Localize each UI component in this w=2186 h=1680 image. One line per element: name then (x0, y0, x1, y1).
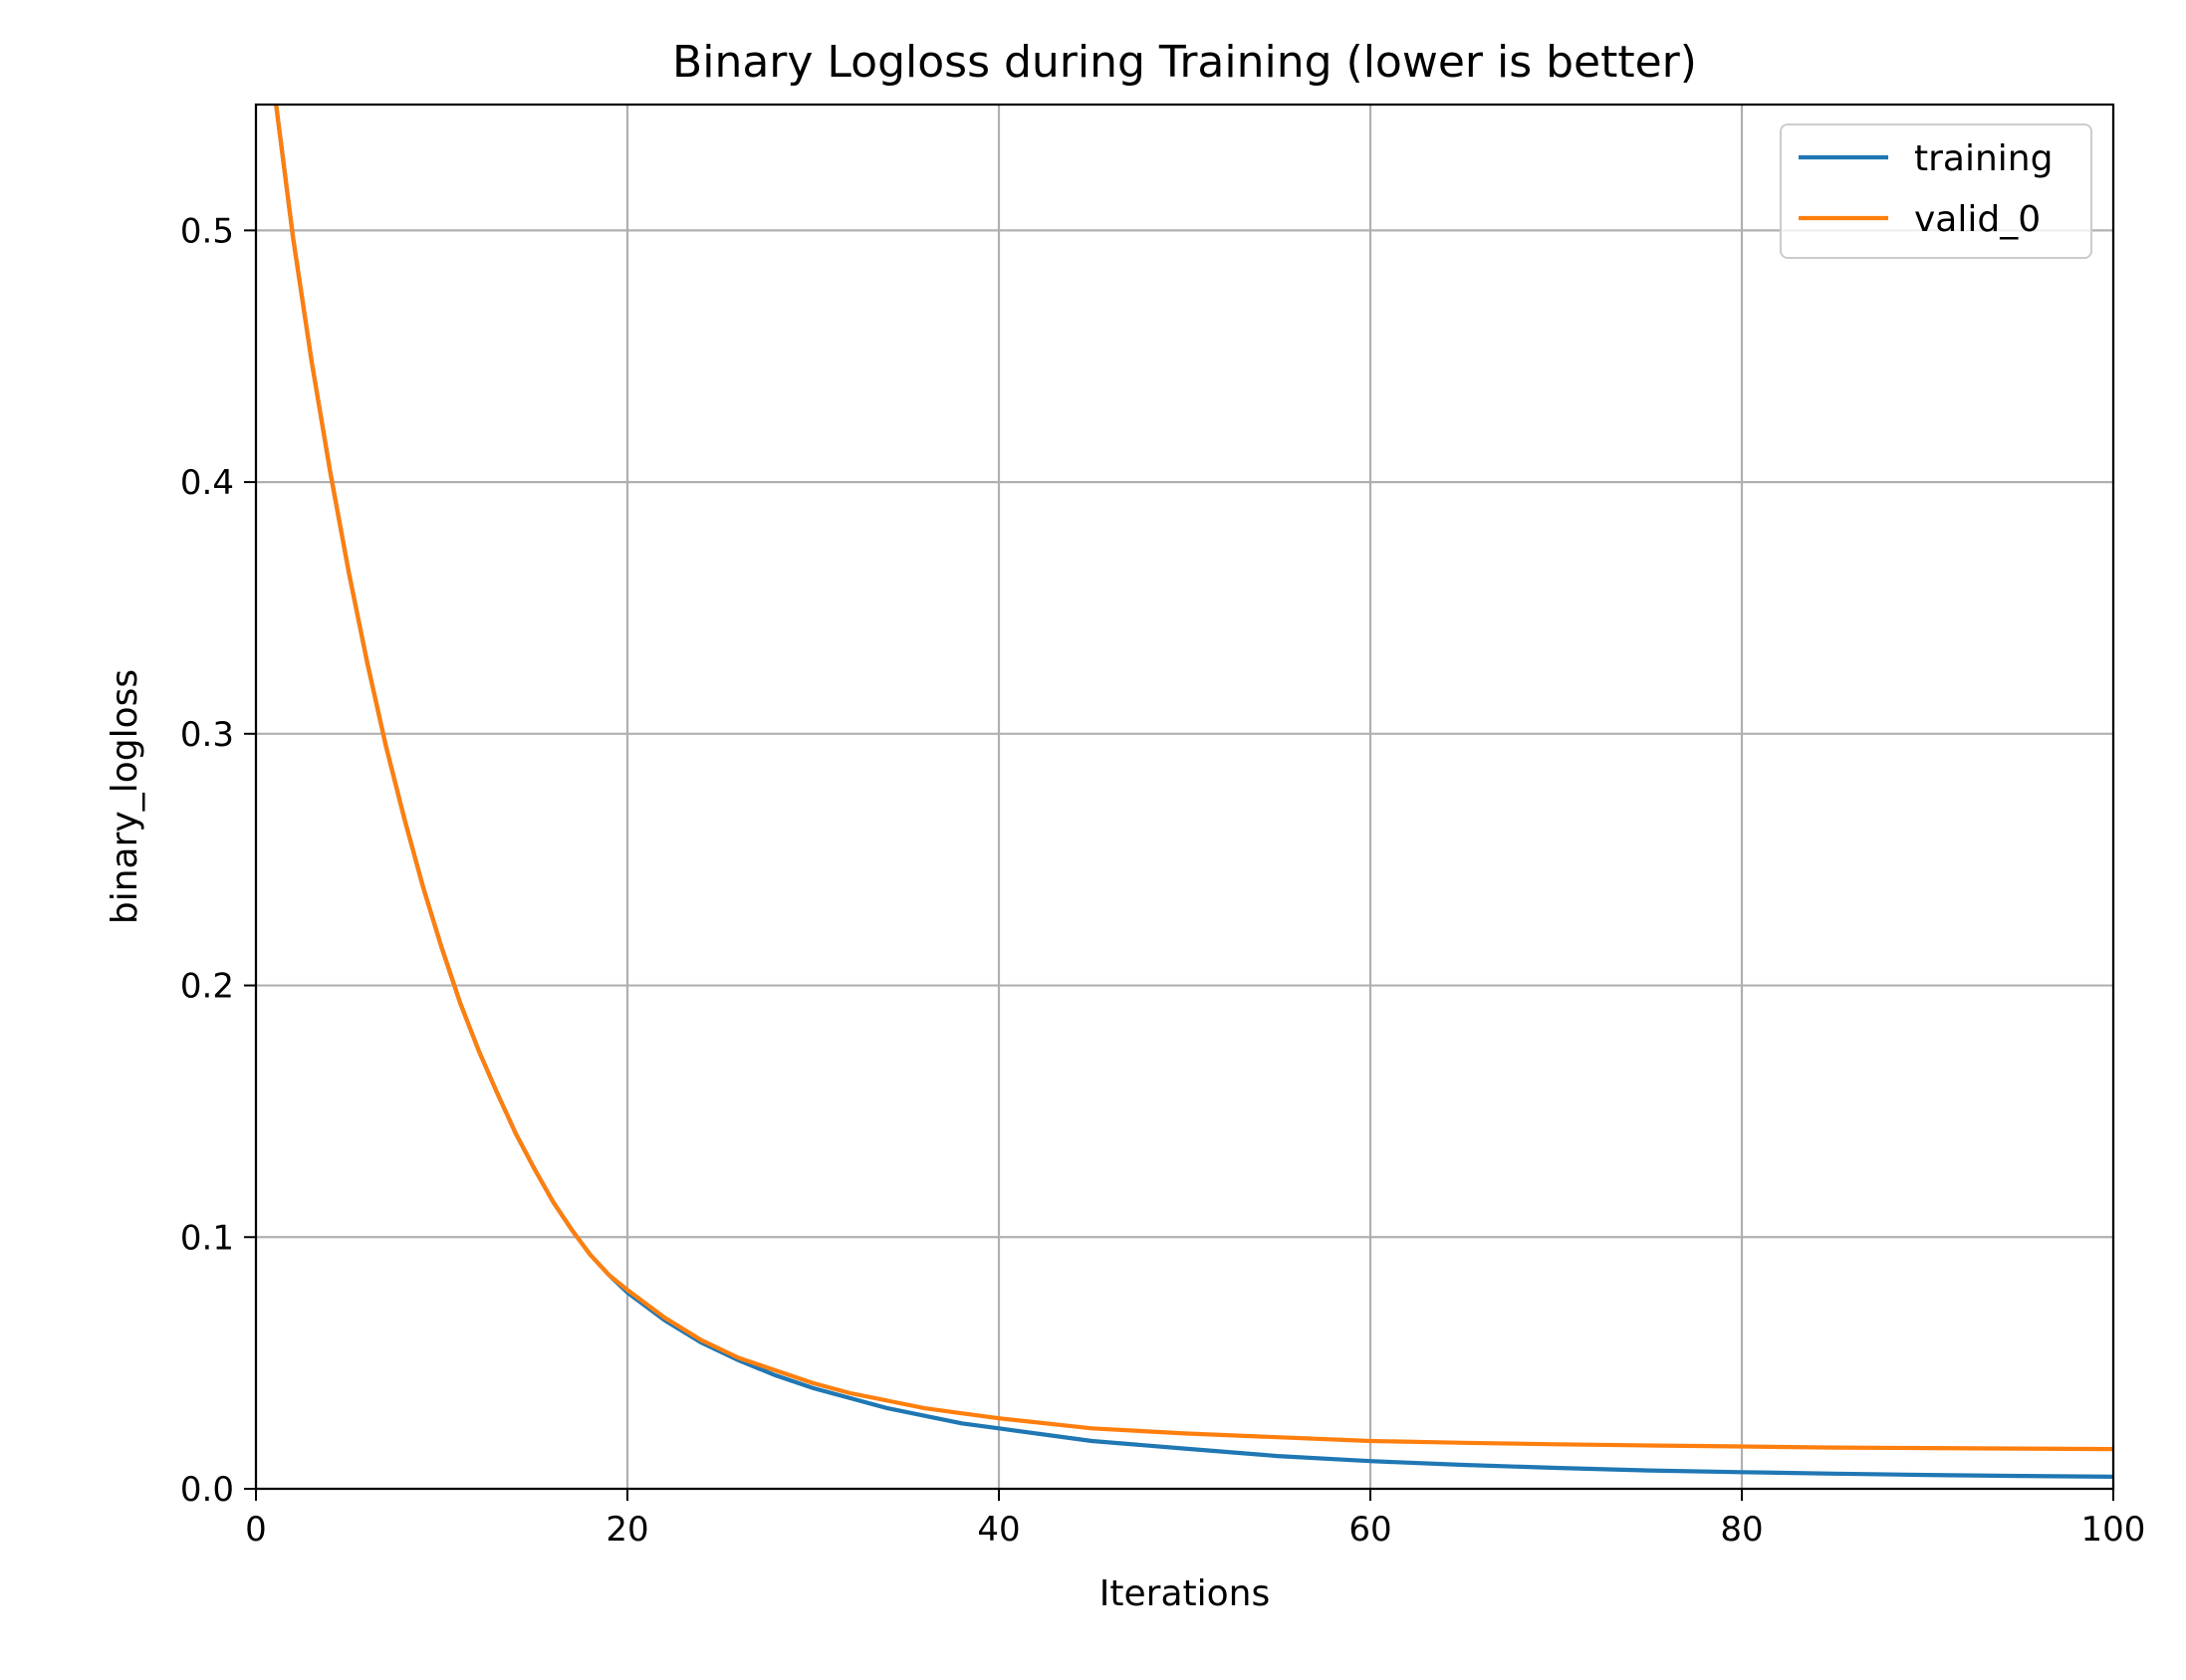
x-tick-label: 40 (977, 1510, 1020, 1550)
legend-label-valid-0: valid_0 (1914, 199, 2041, 240)
x-tick-label: 80 (1720, 1510, 1763, 1550)
x-tick-label: 20 (606, 1510, 648, 1550)
y-tick-label: 0.1 (180, 1218, 234, 1258)
y-tick-label: 0.2 (180, 967, 234, 1007)
plot-area-frame (254, 103, 2115, 1491)
y-tick-label: 0.0 (180, 1470, 234, 1510)
x-tick-label: 0 (245, 1510, 267, 1550)
y-tick-label: 0.5 (180, 211, 234, 251)
y-axis-label: binary_logloss (105, 669, 145, 924)
legend: training valid_0 (1780, 123, 2092, 259)
x-tick-label: 100 (2081, 1510, 2146, 1550)
x-tick-label: 60 (1348, 1510, 1391, 1550)
series-line-valid-0 (274, 105, 2113, 1452)
chart-title: Binary Logloss during Training (lower is… (672, 37, 1697, 88)
legend-label-training: training (1914, 138, 2053, 179)
y-tick-label: 0.3 (180, 715, 234, 755)
x-axis-label: Iterations (1099, 1573, 1270, 1614)
series-layer (274, 105, 2113, 1480)
grid (254, 105, 2115, 1491)
y-tick-label: 0.4 (180, 463, 234, 503)
ticks: 0 20 40 60 80 100 0.0 0.1 0.2 0.3 0.4 0.5 (180, 211, 2146, 1550)
